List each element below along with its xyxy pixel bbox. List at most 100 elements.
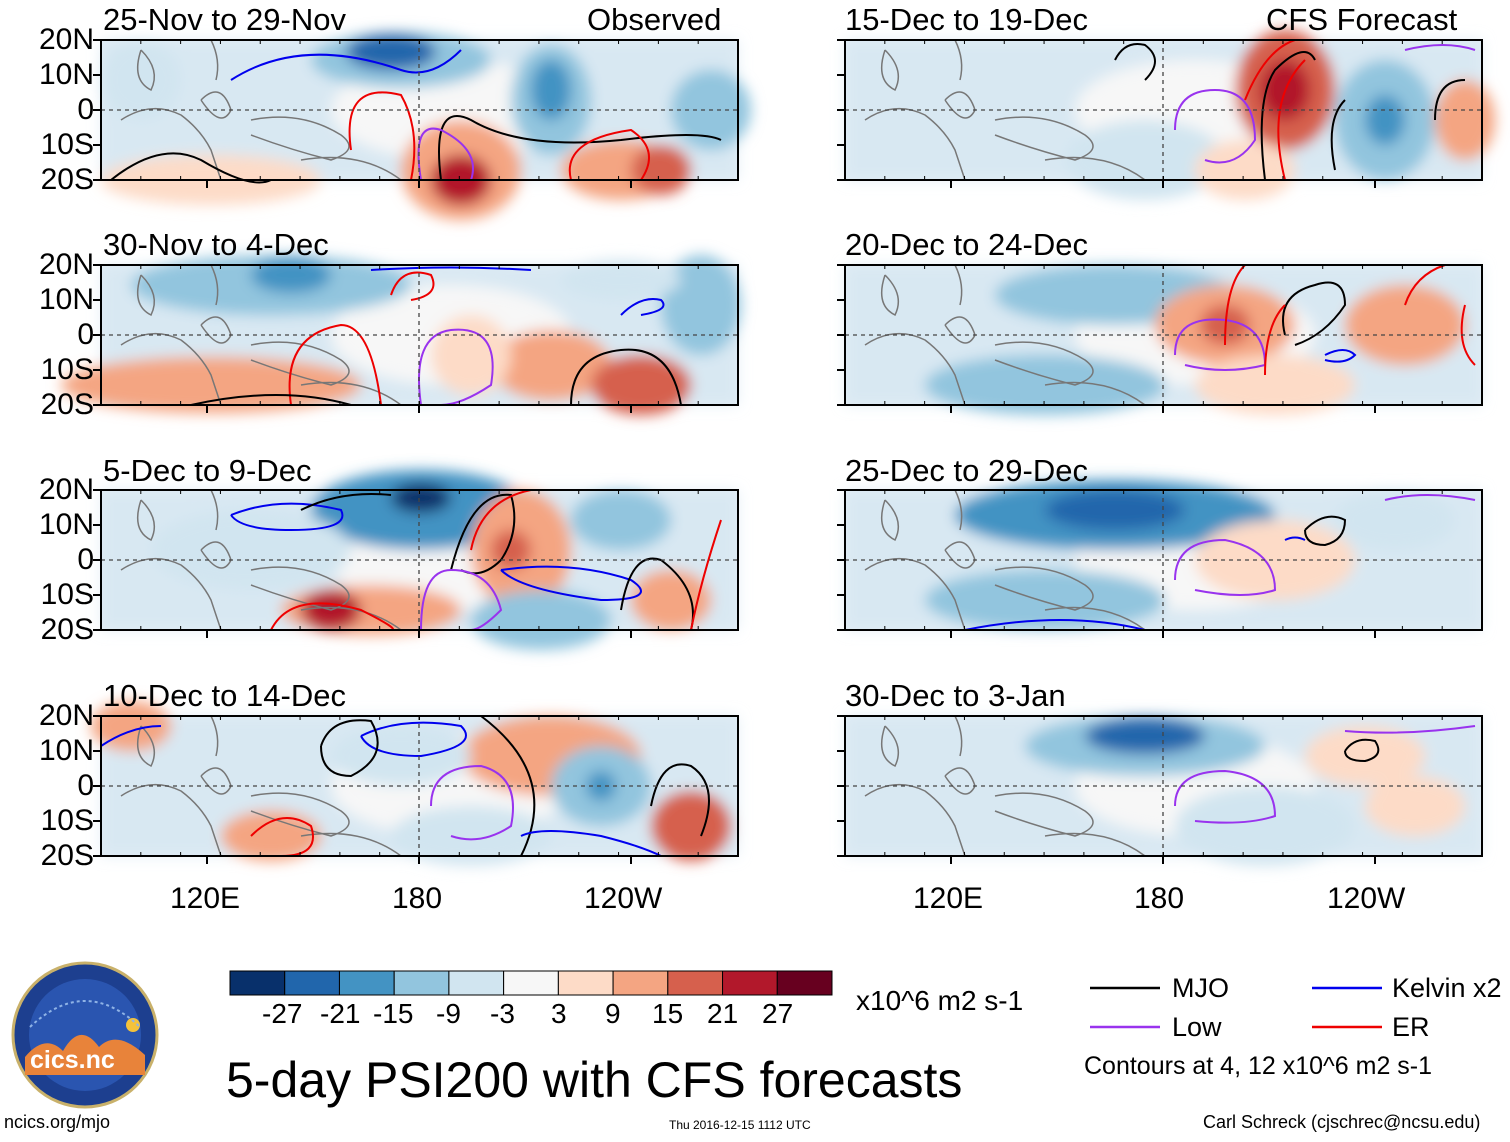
coastline bbox=[864, 557, 966, 631]
er-contour bbox=[390, 271, 435, 301]
map-panel bbox=[837, 30, 1495, 200]
lat-label: 10N bbox=[38, 508, 94, 541]
lat-label: 20N bbox=[38, 248, 94, 281]
mjo-contour bbox=[1114, 43, 1156, 81]
shading-blob bbox=[925, 570, 1165, 630]
observed-label: Observed bbox=[587, 2, 722, 37]
mjo-contour bbox=[300, 493, 392, 511]
mjo-contour bbox=[320, 719, 379, 778]
lat-label: 10N bbox=[38, 58, 94, 91]
coastline bbox=[1044, 606, 1146, 631]
coastline bbox=[880, 499, 900, 542]
er-contour bbox=[348, 91, 416, 181]
er-contour bbox=[1404, 264, 1446, 306]
colorbar-tick-label: 15 bbox=[652, 998, 684, 1029]
low-contour bbox=[417, 127, 474, 181]
panel-title-obs-4: 10-Dec to 14-Dec bbox=[103, 678, 346, 713]
colorbar-tick-label: -27 bbox=[262, 998, 303, 1029]
coastline bbox=[954, 39, 963, 81]
map-panel bbox=[91, 701, 739, 866]
mjo-contour bbox=[570, 348, 682, 406]
coastline bbox=[880, 274, 900, 317]
lon-label: 180 bbox=[392, 882, 443, 915]
coastline bbox=[250, 116, 350, 161]
coastline bbox=[994, 341, 1094, 386]
mjo-contour bbox=[110, 152, 272, 184]
shading-layer bbox=[845, 30, 1495, 200]
coastline bbox=[136, 499, 156, 542]
mjo-contour bbox=[190, 394, 352, 406]
lat-label: 10S bbox=[40, 578, 94, 611]
kelvin-contour bbox=[620, 298, 665, 316]
shading-blob bbox=[1195, 140, 1295, 200]
coastline bbox=[1044, 381, 1146, 406]
colorbar-tick-label: -21 bbox=[320, 998, 361, 1029]
legend-lines bbox=[1090, 986, 1382, 1029]
mjo-contour bbox=[450, 493, 516, 575]
coastline bbox=[120, 557, 222, 631]
coastline bbox=[880, 49, 900, 92]
coastline bbox=[994, 792, 1094, 837]
coastline bbox=[136, 49, 156, 92]
lat-label: 20N bbox=[38, 23, 94, 56]
kelvin-contour bbox=[1284, 536, 1306, 541]
footer-site: ncics.org/mjo bbox=[4, 1112, 111, 1132]
map-panel bbox=[837, 480, 1483, 638]
low-contour bbox=[1174, 318, 1267, 371]
shading-blob bbox=[61, 357, 361, 413]
er-contour bbox=[1264, 304, 1286, 376]
footer-timestamp: Thu 2016-12-15 1112 UTC bbox=[669, 1118, 811, 1132]
shading-blob bbox=[631, 145, 691, 195]
coastline bbox=[120, 332, 222, 406]
shading-blob bbox=[391, 483, 451, 513]
coastline bbox=[954, 264, 963, 306]
panel-title-fcst-3: 25-Dec to 29-Dec bbox=[845, 453, 1088, 488]
shading-blob bbox=[1085, 718, 1205, 754]
mjo-contour bbox=[1330, 99, 1346, 171]
colorbar-box bbox=[557, 970, 614, 996]
coastline bbox=[994, 116, 1094, 161]
colorbar-box bbox=[667, 970, 724, 996]
er-contour bbox=[470, 489, 532, 551]
coastline bbox=[954, 489, 963, 531]
lon-label: 180 bbox=[1134, 882, 1185, 915]
coastline bbox=[210, 264, 219, 306]
shading-layer bbox=[845, 265, 1482, 415]
shading-blob bbox=[571, 490, 671, 550]
shading-blob bbox=[1175, 786, 1355, 866]
lat-label: 10S bbox=[40, 128, 94, 161]
colorbar-box bbox=[393, 970, 450, 996]
shading-blob bbox=[1365, 776, 1465, 836]
coastline bbox=[210, 489, 219, 531]
coastline bbox=[120, 783, 222, 857]
coastline bbox=[120, 107, 222, 181]
coastline bbox=[300, 381, 402, 406]
cics-logo bbox=[11, 961, 159, 1109]
kelvin-contour bbox=[230, 49, 462, 81]
lat-label: 20N bbox=[38, 699, 94, 732]
shading-blob bbox=[1195, 520, 1355, 600]
kelvin-contour bbox=[370, 266, 532, 271]
coastline bbox=[210, 715, 219, 757]
footer-author: Carl Schreck (cjschrec@ncsu.edu) bbox=[1203, 1112, 1481, 1132]
legend-mjo: MJO bbox=[1172, 973, 1229, 1003]
mjo-contour bbox=[1304, 515, 1347, 547]
panel-title-fcst-2: 20-Dec to 24-Dec bbox=[845, 227, 1088, 262]
mjo-contour bbox=[1344, 738, 1380, 763]
panel-title-fcst-4: 30-Dec to 3-Jan bbox=[845, 678, 1066, 713]
map-panel bbox=[837, 264, 1483, 415]
mjo-contour bbox=[438, 115, 722, 181]
shading-blob bbox=[251, 257, 331, 293]
mjo-contour bbox=[1282, 281, 1347, 346]
lon-label: 120W bbox=[1327, 882, 1406, 915]
coastline bbox=[954, 715, 963, 757]
map-panel bbox=[837, 715, 1483, 866]
colorbar bbox=[229, 970, 833, 996]
colorbar-tick-label: -15 bbox=[373, 998, 414, 1029]
forecast-label: CFS Forecast bbox=[1266, 2, 1458, 37]
shading-blob bbox=[1045, 490, 1185, 530]
colorbar-box bbox=[229, 970, 286, 996]
panel-title-obs-2: 30-Nov to 4-Dec bbox=[103, 227, 329, 262]
coastline bbox=[136, 274, 156, 317]
shading-blob bbox=[151, 510, 351, 590]
